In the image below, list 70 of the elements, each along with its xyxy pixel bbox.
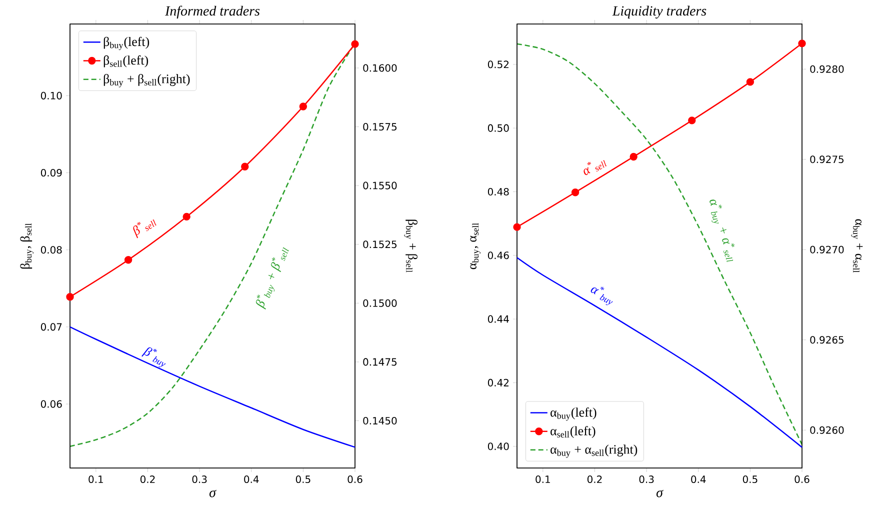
chart-title: Informed traders: [164, 6, 260, 18]
x-tick-label: 0.4: [691, 476, 706, 484]
x-tick-label: 0.1: [88, 476, 103, 484]
y-axis-title: α$_{buy}$, α$_{sell}$: [470, 223, 480, 270]
y2-tick-label: 0.1600: [363, 64, 397, 72]
y-tick-label: 0.10: [40, 92, 62, 100]
y2-tick-label: 0.9280: [810, 65, 844, 73]
y2-tick-label: 0.1500: [363, 299, 397, 307]
point: [746, 78, 754, 86]
point: [241, 162, 249, 170]
y2-tick-label: 0.9270: [810, 246, 844, 254]
y2-axis-title: α$_{buy}$ + α$_{sell}$: [851, 219, 863, 273]
y2-tick-label: 0.1450: [363, 416, 397, 424]
annotation: α$^{*}$sell: [584, 160, 607, 176]
legend-label: α$_{sell}$(left): [550, 426, 596, 438]
line-series: [69, 326, 356, 448]
annotation: β$^{*}$$_{buy}$ + β$^{*}$sell: [256, 247, 289, 310]
y-axis-title: β$_{buy}$, β$_{sell}$: [20, 223, 34, 269]
point: [124, 256, 132, 264]
chart-title: Liquidity traders: [612, 6, 706, 18]
annotation: β$^{*}$buy: [142, 347, 166, 368]
y2-tick-label: 0.1525: [363, 240, 396, 248]
legend-label: β$_{buy}$(left): [104, 36, 150, 50]
y-tick-label: 0.48: [488, 188, 509, 196]
legend-label: β$_{sell}$(left): [104, 55, 148, 68]
y-tick-label: 0.50: [488, 124, 509, 132]
annotation: α$^{*}$$_{buy}$ + α$^{*}$sell: [710, 200, 735, 262]
point: [688, 116, 696, 124]
y-tick-label: 0.40: [488, 442, 509, 450]
x-tick-label: 0.2: [140, 476, 155, 484]
y2-axis-title: β$_{buy}$ + β$_{sell}$: [404, 220, 418, 272]
y-tick-label: 0.46: [488, 252, 509, 260]
point: [571, 188, 580, 196]
point: [513, 223, 521, 231]
x-tick-label: 0.6: [794, 476, 810, 484]
annotation: β$^{*}$sell: [133, 219, 157, 238]
x-tick-label: 0.1: [536, 476, 550, 484]
line-series: [516, 43, 803, 446]
y2-tick-label: 0.1475: [363, 358, 396, 366]
y2-tick-label: 0.1575: [363, 122, 396, 131]
legend-label: α$_{buy}$(left): [550, 407, 596, 421]
x-tick-label: 0.4: [244, 476, 259, 484]
legend-label: α$_{buy}$ + α$_{sell}$(right): [550, 444, 638, 458]
y-tick-label: 0.42: [488, 378, 508, 386]
y-tick-label: 0.08: [40, 246, 62, 254]
y2-tick-label: 0.9265: [810, 336, 844, 344]
y-tick-label: 0.07: [40, 323, 62, 331]
x-tick-label: 0.5: [742, 476, 758, 484]
point: [299, 102, 308, 110]
y2-tick-label: 0.9275: [810, 156, 844, 164]
y-tick-label: 0.44: [488, 315, 509, 323]
x-tick-label: 0.3: [639, 476, 654, 484]
x-tick-label: 0.5: [296, 476, 310, 484]
x-axis-title: σ: [209, 490, 216, 498]
y2-tick-label: 0.9260: [810, 426, 844, 434]
y-tick-label: 0.06: [40, 400, 62, 408]
x-tick-label: 0.6: [348, 476, 362, 484]
legend-label: β$_{buy}$ + β$_{sell}$(right): [104, 74, 190, 88]
y2-tick-label: 0.1550: [363, 182, 397, 190]
point: [351, 40, 359, 48]
x-tick-label: 0.2: [587, 476, 602, 484]
annotation: α$^{*}$buy: [590, 286, 613, 306]
point: [630, 152, 638, 161]
x-tick-label: 0.3: [192, 476, 207, 484]
y-tick-label: 0.52: [488, 60, 508, 68]
x-axis-title: σ: [656, 490, 664, 498]
point: [182, 212, 190, 221]
y-tick-label: 0.09: [40, 168, 62, 177]
point: [798, 40, 806, 48]
point: [66, 293, 74, 301]
